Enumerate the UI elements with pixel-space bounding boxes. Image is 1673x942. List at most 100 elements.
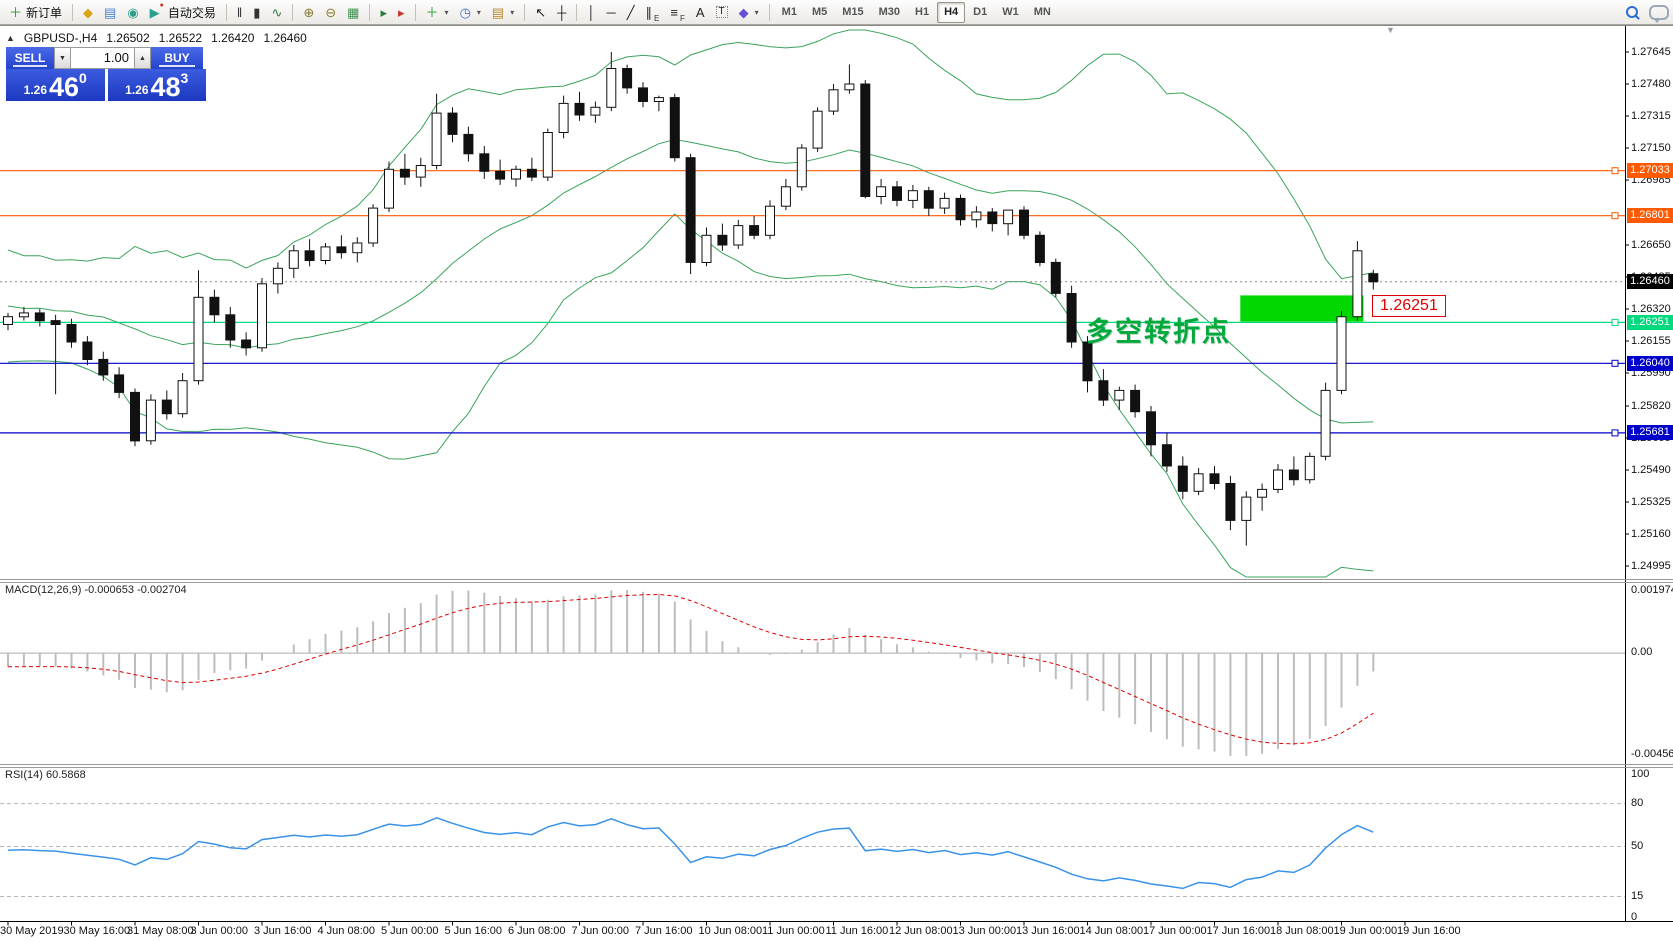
candle-body (876, 186, 887, 198)
price-axis-badge: 1.25681 (1627, 425, 1673, 441)
time-axis-label: 10 Jun 08:00 (698, 925, 763, 937)
one-click-collapse-arrow[interactable]: ▲ (6, 33, 15, 43)
volume-decrease-button[interactable]: ▼ (54, 47, 71, 69)
candle-body (18, 312, 29, 318)
tile-windows-button[interactable]: ▦ (342, 1, 364, 24)
signals-icon[interactable]: ◉ (122, 1, 143, 24)
candle-body (526, 168, 537, 178)
ohlc-open: 1.26502 (106, 31, 150, 45)
arrows-button[interactable]: ◆ ▾ (734, 1, 764, 24)
timeframe-button-m5[interactable]: M5 (811, 5, 828, 18)
one-click-trading-panel: SELL ▼ 1.00 ▲ BUY 1.26 46 0 1.26 48 3 (6, 47, 206, 101)
indicators-button[interactable]: ＋ ▾ (421, 1, 454, 24)
candle-body (733, 225, 744, 246)
zoom-out-button[interactable]: ⊖ (320, 1, 341, 24)
chevron-down-icon[interactable]: ▾ (754, 7, 759, 17)
candle-body (1177, 465, 1188, 492)
chat-icon[interactable] (1649, 4, 1669, 23)
vertical-line-button[interactable]: │ (582, 1, 600, 24)
buy-price-big: 48 (150, 72, 181, 102)
sell-price-prefix: 1.26 (23, 83, 47, 97)
equidistant-channel-button[interactable]: ∥ E (641, 1, 665, 24)
sell-button[interactable]: SELL (6, 47, 54, 69)
chevron-down-icon[interactable]: ▾ (476, 7, 481, 17)
candle-body (1050, 261, 1061, 294)
toolbar-separator (414, 3, 416, 21)
buy-price-prefix: 1.26 (125, 83, 149, 97)
candle-body (1352, 250, 1363, 318)
horizontal-line-glyph: ─ (606, 4, 616, 20)
candle-body (495, 170, 506, 180)
candle-body (765, 205, 775, 236)
cursor-button[interactable]: ↖ (530, 1, 551, 24)
candlestick-chart-button[interactable]: ▮ (248, 1, 265, 24)
market-watch-icon[interactable]: ◆ (78, 1, 98, 24)
buy-price-sup: 3 (180, 70, 189, 86)
price-tick-label: 1.25160 (1631, 527, 1671, 540)
crosshair-button[interactable]: ┼ (552, 1, 571, 24)
timeframe-button-m15[interactable]: M15 (842, 5, 864, 18)
bar-chart-button[interactable]: ǁ (232, 1, 247, 24)
timeframe-button-mn[interactable]: MN (1033, 5, 1051, 18)
time-axis-label: 12 Jun 08:00 (889, 925, 953, 937)
chart-shift-button[interactable]: ▸ (393, 1, 410, 24)
icon-modifier-letter: E (654, 13, 660, 23)
candle-body (415, 165, 426, 178)
volume-increase-button[interactable]: ▲ (134, 47, 151, 69)
line-chart-button[interactable]: ∿ (266, 1, 287, 24)
chevron-down-icon[interactable]: ▾ (510, 7, 515, 17)
auto-scroll-button[interactable]: ▸ (375, 1, 392, 24)
sell-price-display[interactable]: 1.26 46 0 (6, 69, 105, 101)
turning-point-annotation[interactable]: 多空转折点 (1086, 317, 1231, 347)
periods-button[interactable]: ◷ ▾ (455, 1, 486, 24)
equidistant-channel-glyph: ∥ (645, 4, 653, 20)
line-anchor-marker[interactable] (1611, 359, 1619, 367)
timeframe-button-w1[interactable]: W1 (1002, 5, 1019, 18)
buy-price-display[interactable]: 1.26 48 3 (107, 69, 206, 102)
line-anchor-marker[interactable] (1611, 212, 1619, 220)
volume-input[interactable]: 1.00 (71, 47, 134, 69)
line-anchor-marker[interactable] (1611, 167, 1619, 175)
text-label-button[interactable]: T (711, 1, 733, 24)
bollinger-upper-band (7, 29, 1374, 280)
price-tick-label: 1.27315 (1631, 110, 1671, 122)
main-toolbar: ＋新订单 ◆ ▤ ◉ ▶ ● 自动交易 ǁ ▮ ∿ ⊕ ⊖ ▦ ▸ ▸ ＋ ▾ ◷ ▾ ▤ ▾ ↖ ┼ │ ─ ╱ ∥ E ≡ F A T ◆ ▾… (0, 0, 1673, 25)
chevron-down-icon[interactable]: ▾ (444, 7, 449, 17)
timeframe-button-m1[interactable]: M1 (781, 5, 797, 18)
price-tick-label: 1.25820 (1631, 399, 1671, 412)
rsi-axis-label: 0 (1631, 911, 1638, 923)
right-shift-marker: ▼ (1386, 25, 1395, 35)
crosshair-glyph: ┼ (557, 4, 567, 20)
timeframe-button-h4[interactable]: H4 (937, 1, 966, 23)
new-order-button[interactable]: ＋新订单 (4, 1, 67, 24)
time-axis-label: 31 May 08:00 (127, 925, 194, 937)
auto-trading-button[interactable]: ▶ ● 自动交易 (145, 1, 221, 24)
templates-button[interactable]: ▤ ▾ (487, 1, 519, 24)
line-anchor-marker[interactable] (1611, 429, 1619, 437)
candle-body (542, 132, 553, 178)
candle-body (241, 339, 252, 349)
auto-scroll-glyph: ▸ (380, 4, 387, 20)
text-button[interactable]: A (691, 1, 710, 24)
time-axis-label: 30 May 16:00 (63, 925, 131, 937)
timeframe-button-m30[interactable]: M30 (878, 5, 901, 18)
horizontal-line-button[interactable]: ─ (601, 1, 620, 24)
data-window-icon[interactable]: ▤ (99, 1, 121, 24)
trendline-button[interactable]: ╱ (622, 1, 640, 24)
search-icon[interactable] (1625, 5, 1640, 20)
arrows-glyph: ◆ (738, 4, 749, 20)
fibonacci-button[interactable]: ≡ F (665, 1, 689, 24)
zoom-in-button[interactable]: ⊕ (298, 1, 319, 24)
candle-body (1225, 483, 1236, 521)
timeframe-button-d1[interactable]: D1 (973, 5, 988, 18)
time-axis-label: 14 Jun 08:00 (1079, 925, 1144, 937)
candle-body (1193, 473, 1204, 492)
price-callout-label[interactable]: 1.26251 (1372, 295, 1446, 317)
line-anchor-marker[interactable] (1611, 318, 1619, 326)
buy-button[interactable]: BUY (151, 47, 203, 69)
time-axis-label: 11 Jun 16:00 (825, 925, 889, 937)
candle-body (368, 207, 379, 244)
timeframe-button-h1[interactable]: H1 (915, 5, 930, 18)
price-axis-badge: 1.27033 (1627, 163, 1673, 179)
